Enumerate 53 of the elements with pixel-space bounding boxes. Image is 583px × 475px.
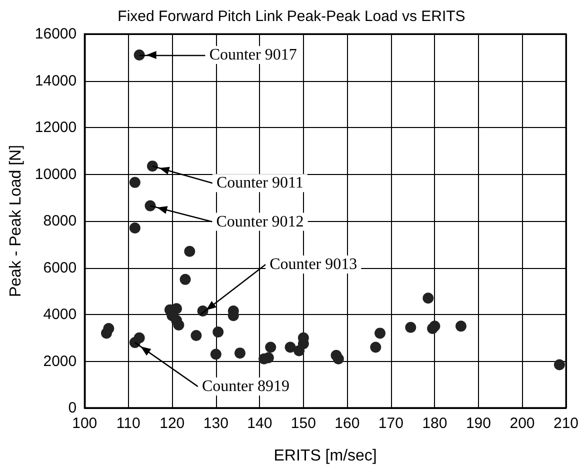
point: [234, 348, 246, 359]
point: [144, 200, 156, 212]
point: [184, 246, 196, 257]
point: [265, 342, 276, 353]
point: [370, 342, 382, 353]
point: [374, 328, 386, 339]
x-tick-label: 130: [203, 415, 228, 432]
y-tick-label: 14000: [34, 72, 77, 90]
annotation: Counter 9013: [270, 256, 358, 273]
point: [146, 160, 158, 172]
x-tick-label: 120: [160, 415, 185, 432]
point: [173, 320, 184, 331]
annotation: Counter 8919: [202, 378, 290, 396]
point: [554, 359, 565, 370]
y-tick-label: 0: [68, 400, 77, 416]
x-tick-label: 140: [247, 415, 272, 432]
point: [134, 50, 145, 61]
point: [429, 320, 440, 332]
point: [134, 332, 145, 344]
x-tick-label: 180: [422, 415, 448, 432]
x-tick-label: 200: [510, 415, 535, 432]
y-tick-label: 16000: [34, 26, 77, 42]
x-tick-label: 100: [72, 415, 98, 432]
x-tick-label: 160: [334, 415, 360, 432]
point: [405, 322, 416, 333]
chart-title: Fixed Forward Pitch Link Peak-Peak Load vs ERITS: [118, 8, 466, 25]
point: [332, 353, 344, 364]
point: [212, 326, 224, 338]
point: [284, 342, 296, 353]
y-tick-label: 6000: [43, 259, 77, 276]
y-axis-title: Peak - Peak Load [N]: [8, 144, 24, 298]
x-tick-label: 190: [466, 415, 491, 432]
x-tick-label: 170: [378, 415, 404, 432]
point: [180, 274, 191, 285]
y-tick-label: 2000: [43, 352, 77, 370]
point: [129, 222, 140, 234]
y-tick-label: 10000: [34, 166, 77, 183]
point: [455, 320, 466, 332]
point: [190, 330, 202, 342]
annotation: Counter 9011: [216, 174, 304, 192]
annotation: Counter 9012: [216, 213, 304, 230]
x-tick-label: 150: [290, 415, 316, 432]
x-tick-label: 110: [116, 415, 140, 432]
point: [129, 176, 140, 188]
point: [103, 323, 114, 334]
annotation: Counter 9017: [209, 46, 297, 64]
x-tick-label: 210: [553, 415, 579, 432]
y-tick-label: 4000: [43, 306, 77, 323]
point: [210, 348, 222, 360]
y-tick-label: 8000: [43, 212, 77, 230]
point: [422, 292, 434, 304]
x-axis-title: ERITS [m/sec]: [274, 448, 377, 464]
y-tick-label: 12000: [34, 119, 77, 136]
